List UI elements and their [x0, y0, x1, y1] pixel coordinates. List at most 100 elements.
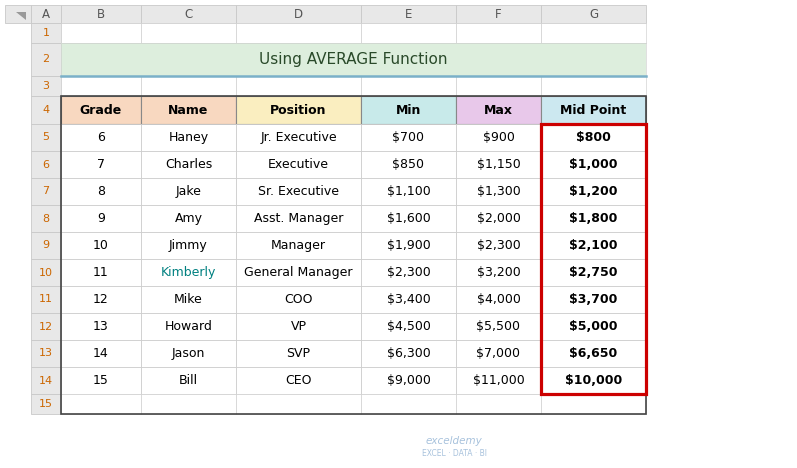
Bar — [61, 76, 141, 96]
Text: $3,400: $3,400 — [387, 293, 430, 306]
Bar — [456, 313, 541, 340]
Bar — [456, 76, 541, 96]
Text: Jake: Jake — [175, 185, 202, 198]
Text: 13: 13 — [93, 320, 109, 333]
Text: G: G — [589, 7, 598, 21]
Text: $700: $700 — [392, 131, 425, 144]
Bar — [31, 151, 61, 178]
Text: Manager: Manager — [271, 239, 326, 252]
Text: B: B — [97, 7, 105, 21]
Bar — [61, 96, 141, 124]
Text: C: C — [184, 7, 193, 21]
Text: VP: VP — [290, 320, 307, 333]
Bar — [141, 340, 236, 367]
Bar — [541, 178, 646, 205]
Bar — [61, 340, 141, 367]
Text: $850: $850 — [392, 158, 425, 171]
Bar — [456, 259, 541, 286]
Bar — [31, 23, 61, 43]
Bar — [361, 367, 456, 394]
Bar — [61, 23, 141, 43]
Bar — [456, 394, 541, 414]
Bar — [5, 5, 31, 23]
Bar — [31, 43, 61, 76]
Text: 10: 10 — [93, 239, 109, 252]
Bar — [61, 232, 141, 259]
Bar — [141, 76, 236, 96]
Bar — [61, 259, 141, 286]
Bar — [456, 340, 541, 367]
Text: 9: 9 — [97, 212, 105, 225]
Text: $1,000: $1,000 — [569, 158, 618, 171]
Text: $1,800: $1,800 — [569, 212, 618, 225]
Bar — [361, 259, 456, 286]
Bar — [236, 178, 361, 205]
Bar — [31, 205, 61, 232]
Text: EXCEL · DATA · BI: EXCEL · DATA · BI — [422, 448, 487, 458]
Bar — [236, 5, 361, 23]
Text: Mike: Mike — [174, 293, 203, 306]
Text: General Manager: General Manager — [244, 266, 353, 279]
Bar — [31, 232, 61, 259]
Bar — [361, 76, 456, 96]
Text: Amy: Amy — [175, 212, 202, 225]
Bar — [31, 394, 61, 414]
Text: Min: Min — [396, 103, 421, 117]
Text: Asst. Manager: Asst. Manager — [253, 212, 344, 225]
Bar — [236, 76, 361, 96]
Bar — [541, 340, 646, 367]
Text: 12: 12 — [93, 293, 109, 306]
Bar — [141, 151, 236, 178]
Bar — [541, 124, 646, 151]
Text: 7: 7 — [42, 187, 49, 197]
Bar — [31, 124, 61, 151]
Bar — [61, 43, 646, 76]
Bar — [141, 23, 236, 43]
Bar — [141, 205, 236, 232]
Bar — [141, 313, 236, 340]
Text: $2,100: $2,100 — [569, 239, 618, 252]
Bar — [141, 5, 236, 23]
Text: Using AVERAGE Function: Using AVERAGE Function — [259, 52, 448, 67]
Text: exceldemy: exceldemy — [426, 436, 483, 446]
Bar — [61, 124, 141, 151]
Bar — [61, 151, 141, 178]
Text: 4: 4 — [42, 105, 49, 115]
Text: 11: 11 — [39, 294, 53, 305]
Bar — [236, 367, 361, 394]
Text: $4,000: $4,000 — [477, 293, 520, 306]
Bar — [236, 151, 361, 178]
Bar — [31, 96, 61, 124]
Bar — [541, 96, 646, 124]
Bar — [61, 205, 141, 232]
Bar — [456, 232, 541, 259]
Text: $900: $900 — [482, 131, 514, 144]
Bar — [236, 205, 361, 232]
Text: 6: 6 — [42, 160, 49, 169]
Bar — [31, 5, 61, 23]
Text: E: E — [405, 7, 412, 21]
Text: Grade: Grade — [80, 103, 122, 117]
Text: 13: 13 — [39, 349, 53, 358]
Bar — [361, 313, 456, 340]
Bar — [361, 178, 456, 205]
Bar — [141, 96, 236, 124]
Text: CEO: CEO — [285, 374, 312, 387]
Bar — [236, 340, 361, 367]
Text: Charles: Charles — [165, 158, 212, 171]
Bar — [31, 313, 61, 340]
Text: A: A — [42, 7, 50, 21]
Bar — [456, 96, 541, 124]
Bar — [141, 394, 236, 414]
Text: $1,150: $1,150 — [477, 158, 520, 171]
Bar — [541, 259, 646, 286]
Text: 12: 12 — [39, 322, 53, 331]
Text: 7: 7 — [97, 158, 105, 171]
Bar — [141, 286, 236, 313]
Bar — [361, 5, 456, 23]
Text: Sr. Executive: Sr. Executive — [258, 185, 339, 198]
Text: Mid Point: Mid Point — [560, 103, 626, 117]
Text: 6: 6 — [97, 131, 105, 144]
Bar — [456, 205, 541, 232]
Text: 14: 14 — [39, 375, 53, 386]
